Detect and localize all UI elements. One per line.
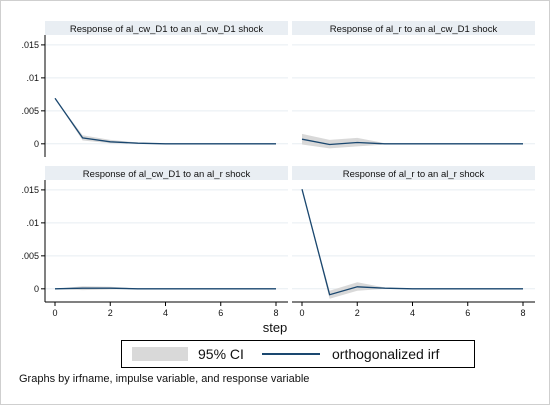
y-tick-label-3-4: .015 bbox=[21, 185, 39, 195]
panel-plot-area-3 bbox=[45, 180, 288, 302]
x-tick-label-3-3: 4 bbox=[163, 308, 168, 318]
panel-header-2 bbox=[292, 21, 535, 35]
irf-line-1 bbox=[54, 97, 276, 145]
legend-irf-label: orthogonalized irf bbox=[332, 346, 440, 362]
legend-ci-swatch bbox=[132, 347, 188, 361]
y-tick-label-1-2: .005 bbox=[21, 106, 39, 116]
x-axis-title: step bbox=[263, 320, 288, 335]
x-tick-label-4-1: 0 bbox=[299, 308, 304, 318]
legend: 95% CI orthogonalized irf bbox=[121, 340, 475, 368]
x-tick-label-4-3: 4 bbox=[410, 308, 415, 318]
y-tick-label-1-3: .01 bbox=[26, 73, 39, 83]
y-tick-label-3-2: .005 bbox=[21, 251, 39, 261]
x-tick-label-3-5: 8 bbox=[273, 308, 278, 318]
irf-line-4 bbox=[301, 189, 523, 296]
y-tick-label-1-1: 0 bbox=[34, 139, 39, 149]
y-tick-label-3-1: 0 bbox=[34, 284, 39, 294]
panel-title-2: Response of al_r to an al_cw_D1 shock bbox=[330, 24, 498, 35]
panel-plot-area-4 bbox=[292, 180, 535, 302]
x-tick-label-4-2: 2 bbox=[355, 308, 360, 318]
legend-ci-label: 95% CI bbox=[198, 346, 244, 362]
irf-line-2 bbox=[301, 138, 523, 146]
y-tick-label-3-3: .01 bbox=[26, 218, 39, 228]
legend-irf-swatch bbox=[262, 353, 320, 355]
panel-title-1: Response of al_cw_D1 to an al_cw_D1 shoc… bbox=[70, 24, 264, 35]
x-tick-label-3-1: 0 bbox=[52, 308, 57, 318]
ci-band-3 bbox=[55, 286, 276, 291]
x-tick-label-4-5: 8 bbox=[520, 308, 525, 318]
panel-title-4: Response of al_r to an al_r shock bbox=[343, 169, 485, 180]
x-tick-label-3-4: 6 bbox=[218, 308, 223, 318]
y-tick-label-1-4: .015 bbox=[21, 40, 39, 50]
irf-line-3 bbox=[54, 287, 276, 290]
panel-plot-area-2 bbox=[292, 35, 535, 157]
panel-header-1 bbox=[45, 21, 288, 35]
graph-note: Graphs by irfname, impulse variable, and… bbox=[19, 373, 310, 385]
x-tick-label-4-4: 6 bbox=[465, 308, 470, 318]
x-tick-label-3-2: 2 bbox=[108, 308, 113, 318]
panel-header-4 bbox=[292, 166, 535, 180]
panel-header-3 bbox=[45, 166, 288, 180]
ci-band-2 bbox=[302, 133, 523, 149]
panel-title-3: Response of al_cw_D1 to an al_r shock bbox=[83, 169, 251, 180]
